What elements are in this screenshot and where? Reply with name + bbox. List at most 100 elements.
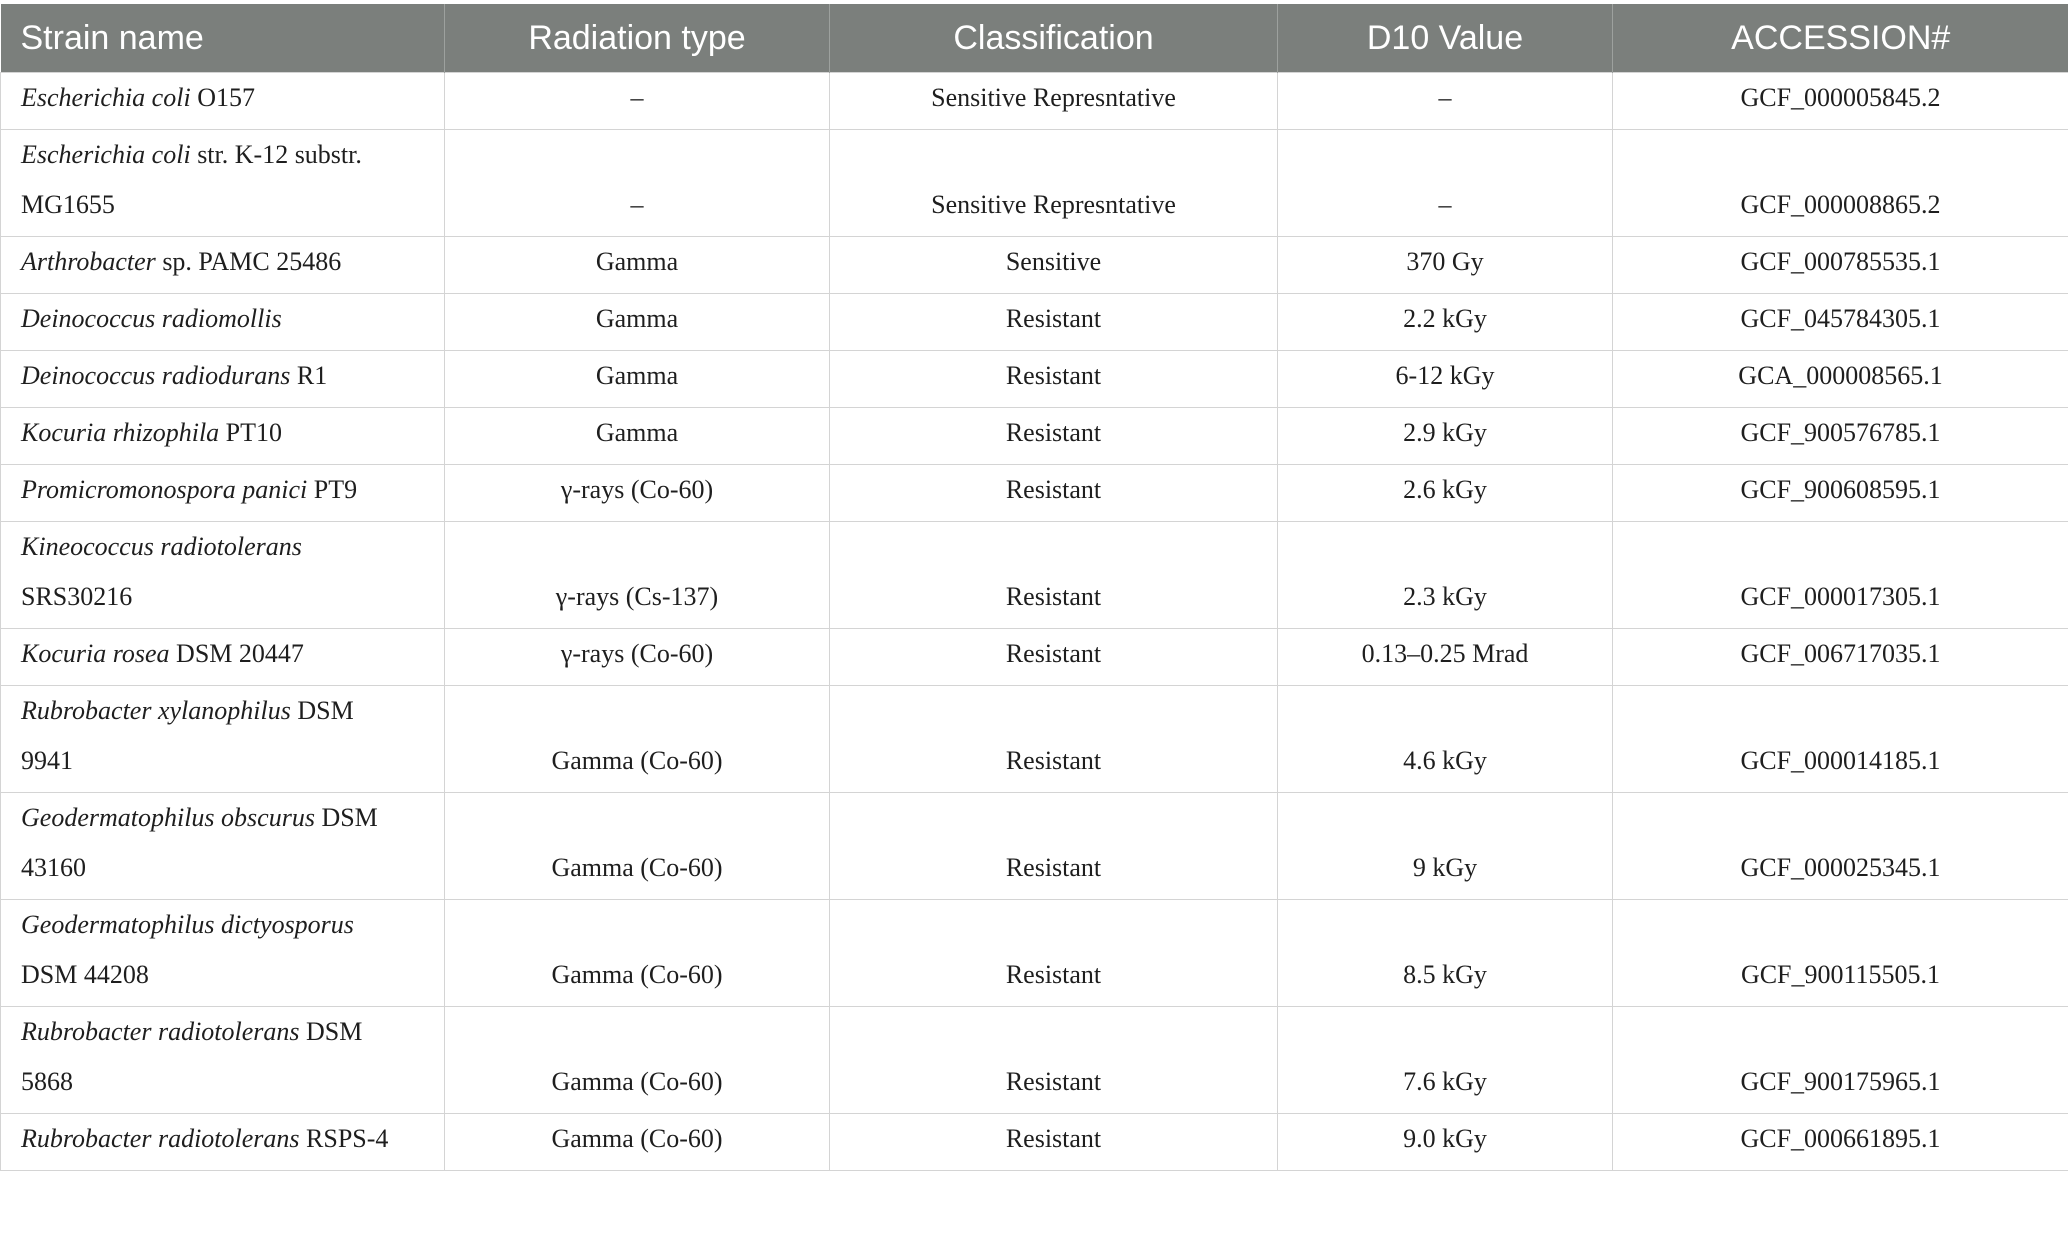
cell-d10-value: 6-12 kGy <box>1277 350 1613 408</box>
strain-name-line: Geodermatophilus obscurus DSM <box>21 793 424 843</box>
table-row: Arthrobacter sp. PAMC 25486 Gamma Sensitiv… <box>0 236 2068 294</box>
cell-d10-value: 2.2 kGy <box>1277 293 1613 351</box>
species-name: Kocuria rhizophila <box>21 418 220 447</box>
cell-d10-value: – <box>1277 72 1613 130</box>
species-name: Kocuria rosea <box>21 639 170 668</box>
cell-classification: Resistant <box>829 792 1278 900</box>
table-body: Escherichia coli O157– Sensitive Represnt… <box>0 72 2068 1171</box>
strain-name-line: Kocuria rosea DSM 20447 <box>21 629 424 679</box>
strain-name-line: Rubrobacter radiotolerans RSPS-4 <box>21 1114 424 1164</box>
strain-name-line: Promicromonospora panici PT9 <box>21 465 424 515</box>
cell-d10-value: 2.9 kGy <box>1277 407 1613 465</box>
cell-classification: Resistant <box>829 350 1278 408</box>
cell-accession: GCF_900608595.1 <box>1612 464 2068 522</box>
cell-radiation-type: Gamma <box>444 407 830 465</box>
cell-classification: Resistant <box>829 293 1278 351</box>
cell-classification: Sensitive <box>829 236 1278 294</box>
strain-name-line-2: 43160 <box>21 853 86 882</box>
cell-classification: Resistant <box>829 1006 1278 1114</box>
species-name: Rubrobacter radiotolerans <box>21 1124 300 1153</box>
cell-strain-name: Deinococcus radiodurans R1 <box>0 350 445 408</box>
table-row: Geodermatophilus obscurus DSM 43160 Gamma … <box>0 792 2068 900</box>
cell-strain-name: Rubrobacter xylanophilus DSM 9941 <box>0 685 445 793</box>
strain-name-line-2: 5868 <box>21 1067 73 1096</box>
cell-strain-name: Kocuria rosea DSM 20447 <box>0 628 445 686</box>
strain-designation: DSM <box>290 696 354 725</box>
cell-classification: Resistant <box>829 628 1278 686</box>
table-row: Escherichia coli str. K-12 substr. MG1655… <box>0 129 2068 237</box>
cell-accession: GCF_000017305.1 <box>1612 521 2068 629</box>
species-name: Geodermatophilus dictyosporus <box>21 910 354 939</box>
strain-table: Strain name Radiation type Classificatio… <box>0 4 2068 1171</box>
strain-designation: DSM <box>299 1017 363 1046</box>
cell-strain-name: Deinococcus radiomollis <box>0 293 445 351</box>
cell-radiation-type: Gamma (Co-60) <box>444 1113 830 1171</box>
table-row: Kineococcus radiotolerans SRS30216 γ-rays … <box>0 521 2068 629</box>
table-row: Kocuria rhizophila PT10 Gamma Resistant 2.9… <box>0 407 2068 465</box>
strain-name-line: Escherichia coli str. K-12 substr. <box>21 130 424 180</box>
species-name: Rubrobacter radiotolerans <box>21 1017 300 1046</box>
strain-designation: str. K-12 substr. <box>190 140 362 169</box>
table-row: Rubrobacter radiotolerans DSM 5868 Gamma (… <box>0 1006 2068 1114</box>
cell-d10-value: 2.3 kGy <box>1277 521 1613 629</box>
cell-d10-value: 0.13–0.25 Mrad <box>1277 628 1613 686</box>
cell-classification: Sensitive Represntative <box>829 72 1278 130</box>
strain-designation: PT10 <box>219 418 283 447</box>
strain-designation: RSPS-4 <box>299 1124 389 1153</box>
cell-d10-value: 2.6 kGy <box>1277 464 1613 522</box>
strain-name-line: Kineococcus radiotolerans <box>21 522 424 572</box>
cell-strain-name: Rubrobacter radiotolerans DSM 5868 <box>0 1006 445 1114</box>
cell-accession: GCA_000008565.1 <box>1612 350 2068 408</box>
cell-strain-name: Geodermatophilus obscurus DSM 43160 <box>0 792 445 900</box>
cell-strain-name: Kineococcus radiotolerans SRS30216 <box>0 521 445 629</box>
cell-radiation-type: – <box>444 72 830 130</box>
cell-classification: Resistant <box>829 899 1278 1007</box>
header-accession: ACCESSION# <box>1612 4 2068 73</box>
cell-d10-value: 4.6 kGy <box>1277 685 1613 793</box>
table-row: Deinococcus radiomollis Gamma Resistant 2.2… <box>0 293 2068 351</box>
table-header: Strain name Radiation type Classificatio… <box>0 4 2068 73</box>
strain-name-line: Arthrobacter sp. PAMC 25486 <box>21 237 424 287</box>
cell-radiation-type: Gamma (Co-60) <box>444 792 830 900</box>
table-row: Geodermatophilus dictyosporus DSM 44208 Ga… <box>0 899 2068 1007</box>
cell-strain-name: Promicromonospora panici PT9 <box>0 464 445 522</box>
header-classification: Classification <box>829 4 1278 73</box>
cell-accession: GCF_006717035.1 <box>1612 628 2068 686</box>
cell-accession: GCF_000005845.2 <box>1612 72 2068 130</box>
cell-strain-name: Kocuria rhizophila PT10 <box>0 407 445 465</box>
strain-name-line-2: DSM 44208 <box>21 960 149 989</box>
header-d10-value: D10 Value <box>1277 4 1613 73</box>
cell-d10-value: 9.0 kGy <box>1277 1113 1613 1171</box>
header-radiation-type: Radiation type <box>444 4 830 73</box>
strain-name-line: Deinococcus radiomollis <box>21 294 424 344</box>
cell-radiation-type: Gamma (Co-60) <box>444 1006 830 1114</box>
table-row: Kocuria rosea DSM 20447 γ-rays (Co-60) Res… <box>0 628 2068 686</box>
species-name: Promicromonospora panici <box>21 475 308 504</box>
table-row: Deinococcus radiodurans R1 Gamma Resistant… <box>0 350 2068 408</box>
cell-classification: Resistant <box>829 407 1278 465</box>
cell-classification: Resistant <box>829 1113 1278 1171</box>
cell-d10-value: 8.5 kGy <box>1277 899 1613 1007</box>
strain-designation: sp. PAMC 25486 <box>155 247 342 276</box>
species-name: Geodermatophilus obscurus <box>21 803 315 832</box>
cell-classification: Resistant <box>829 521 1278 629</box>
table-row: Escherichia coli O157– Sensitive Represnt… <box>0 72 2068 130</box>
species-name: Deinococcus radiodurans <box>21 361 291 390</box>
strain-name-line: Deinococcus radiodurans R1 <box>21 351 424 401</box>
cell-radiation-type: Gamma <box>444 293 830 351</box>
cell-accession: GCF_900115505.1 <box>1612 899 2068 1007</box>
cell-strain-name: Escherichia coli O157 <box>0 72 445 130</box>
cell-accession: GCF_900175965.1 <box>1612 1006 2068 1114</box>
header-strain-name: Strain name <box>0 4 445 73</box>
cell-strain-name: Geodermatophilus dictyosporus DSM 44208 <box>0 899 445 1007</box>
cell-classification: Resistant <box>829 685 1278 793</box>
cell-radiation-type: γ-rays (Co-60) <box>444 628 830 686</box>
cell-classification: Resistant <box>829 464 1278 522</box>
table-row: Rubrobacter xylanophilus DSM 9941 Gamma (C… <box>0 685 2068 793</box>
strain-name-line-2: MG1655 <box>21 190 115 219</box>
cell-d10-value: – <box>1277 129 1613 237</box>
strain-name-line-2: SRS30216 <box>21 582 133 611</box>
strain-name-line: Geodermatophilus dictyosporus <box>21 900 424 950</box>
species-name: Arthrobacter <box>21 247 156 276</box>
